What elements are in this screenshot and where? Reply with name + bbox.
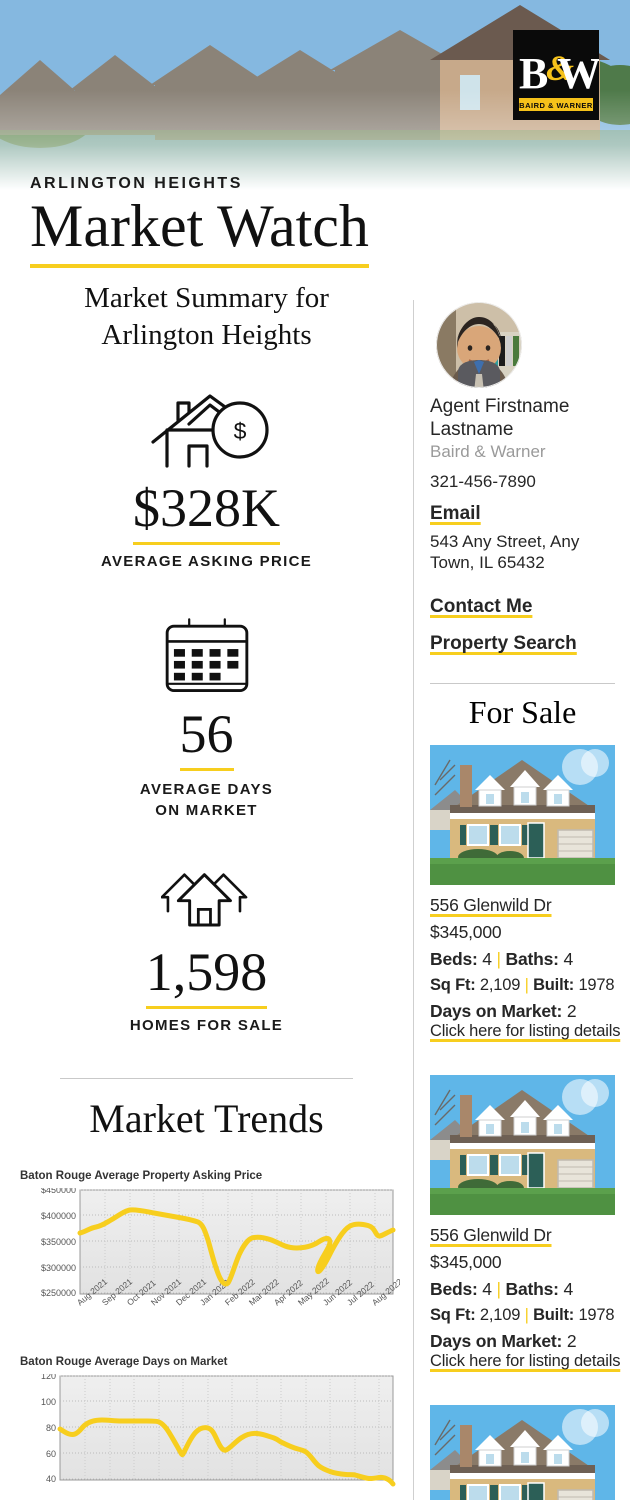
svg-text:$250000: $250000 [41,1288,76,1298]
svg-text:120: 120 [41,1374,56,1381]
svg-text:B: B [519,49,548,98]
svg-text:$450000: $450000 [41,1188,76,1195]
svg-text:$400000: $400000 [41,1211,76,1221]
svg-text:W: W [557,49,599,98]
svg-text:$: $ [233,418,246,444]
svg-text:BAIRD & WARNER: BAIRD & WARNER [519,101,593,110]
svg-text:60: 60 [46,1449,56,1459]
svg-text:40: 40 [46,1474,56,1484]
svg-text:$350000: $350000 [41,1237,76,1247]
svg-text:$300000: $300000 [41,1263,76,1273]
svg-text:100: 100 [41,1397,56,1407]
svg-text:80: 80 [46,1423,56,1433]
